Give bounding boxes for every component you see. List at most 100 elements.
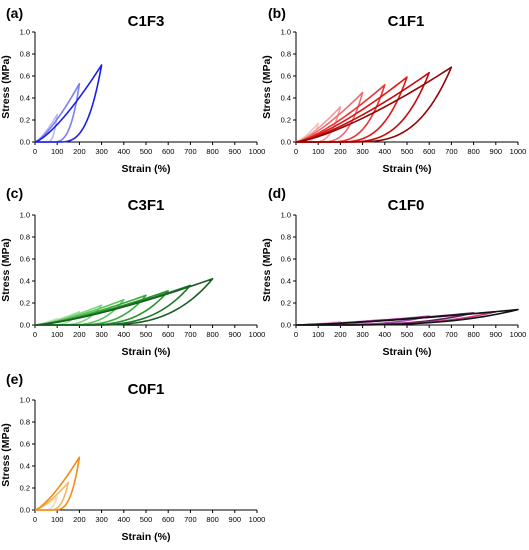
x-tick-label: 700: [184, 147, 197, 156]
x-tick-label: 600: [423, 330, 436, 339]
chart-title: C1F3: [128, 13, 165, 30]
panel-letter: (b): [268, 5, 286, 21]
y-tick-label: 1.0: [281, 28, 291, 37]
y-tick-label: 0.0: [281, 321, 291, 330]
x-tick-label: 400: [118, 515, 131, 524]
x-tick-label: 900: [229, 515, 242, 524]
x-tick-label: 800: [206, 515, 219, 524]
x-tick-label: 1000: [510, 147, 527, 156]
chart-title: C0F1: [128, 381, 165, 398]
hysteresis-loop: [295, 308, 519, 326]
y-tick-label: 0.2: [20, 116, 30, 125]
x-tick-label: 700: [445, 147, 458, 156]
x-tick-label: 800: [206, 147, 219, 156]
y-axis-label: Stress (MPa): [261, 55, 273, 119]
y-tick-label: 1.0: [20, 211, 30, 220]
y-tick-label: 0.6: [20, 72, 30, 81]
x-tick-label: 400: [379, 147, 392, 156]
panel-letter: (e): [6, 371, 23, 387]
y-tick-label: 1.0: [20, 28, 30, 37]
panel-c: (c) C3F1 0.0 0.2 0.4 0.6 0.8 1.0 0 100 200 300 400 50…: [0, 185, 265, 358]
panel-letter: (a): [6, 5, 23, 21]
x-axis-label: Strain (%): [121, 531, 170, 543]
y-tick-label: 0.4: [281, 94, 291, 103]
x-tick-label: 200: [334, 147, 347, 156]
y-tick-label: 0.2: [20, 299, 30, 308]
x-tick-label: 900: [490, 330, 503, 339]
y-tick-label: 1.0: [281, 211, 291, 220]
hysteresis-loop: [34, 278, 214, 326]
y-tick-label: 0.6: [281, 255, 291, 264]
y-axis-label: Stress (MPa): [0, 423, 12, 487]
y-tick-label: 0.8: [20, 233, 30, 242]
y-tick-label: 0.2: [281, 116, 291, 125]
x-tick-label: 100: [51, 147, 64, 156]
y-tick-label: 1.0: [20, 396, 30, 405]
x-tick-label: 500: [140, 515, 153, 524]
hysteresis-loop: [295, 66, 453, 143]
y-tick-label: 0.2: [281, 299, 291, 308]
x-tick-label: 500: [140, 147, 153, 156]
x-tick-label: 700: [445, 330, 458, 339]
x-tick-label: 200: [73, 515, 86, 524]
y-tick-label: 0.2: [20, 484, 30, 493]
x-tick-label: 0: [294, 147, 298, 156]
y-tick-label: 0.0: [20, 506, 30, 515]
x-tick-label: 1000: [249, 515, 266, 524]
x-tick-label: 1000: [249, 147, 266, 156]
hysteresis-loop: [295, 91, 364, 143]
y-tick-label: 0.6: [281, 72, 291, 81]
y-tick-label: 0.8: [20, 418, 30, 427]
x-tick-label: 300: [95, 330, 108, 339]
x-tick-label: 300: [95, 515, 108, 524]
x-tick-label: 400: [118, 147, 131, 156]
x-tick-label: 600: [162, 515, 175, 524]
y-tick-label: 0.4: [20, 277, 30, 286]
hysteresis-loop: [34, 64, 103, 143]
hysteresis-loop: [34, 82, 81, 143]
hysteresis-loop: [295, 71, 430, 143]
hysteresis-loop: [34, 456, 81, 511]
x-tick-label: 500: [401, 147, 414, 156]
y-tick-label: 0.8: [281, 233, 291, 242]
hysteresis-loop: [295, 84, 386, 143]
x-tick-label: 900: [229, 330, 242, 339]
x-tick-label: 0: [33, 515, 37, 524]
x-tick-label: 800: [467, 147, 480, 156]
chart-title: C1F0: [388, 197, 425, 214]
chart-title: C3F1: [128, 197, 165, 214]
y-axis-label: Stress (MPa): [0, 238, 12, 302]
x-axis-label: Strain (%): [121, 163, 170, 175]
x-tick-label: 200: [334, 330, 347, 339]
y-tick-label: 0.4: [20, 462, 30, 471]
y-axis-label: Stress (MPa): [0, 55, 12, 119]
panel-letter: (d): [268, 185, 286, 201]
panel-letter: (c): [6, 185, 23, 201]
x-tick-label: 200: [73, 330, 86, 339]
x-tick-label: 500: [140, 330, 153, 339]
x-axis-label: Strain (%): [382, 163, 431, 175]
x-tick-label: 300: [356, 330, 369, 339]
x-tick-label: 100: [51, 515, 64, 524]
x-tick-label: 300: [356, 147, 369, 156]
x-tick-label: 600: [423, 147, 436, 156]
x-tick-label: 1000: [249, 330, 266, 339]
panel-d: (d) C1F0 0.0 0.2 0.4 0.6 0.8 1.0 0 100 200 300 400 50…: [261, 185, 526, 358]
y-axis-label: Stress (MPa): [261, 238, 273, 302]
x-tick-label: 100: [312, 330, 325, 339]
x-axis-label: Strain (%): [121, 346, 170, 358]
y-tick-label: 0.8: [281, 50, 291, 59]
x-tick-label: 100: [51, 330, 64, 339]
x-tick-label: 600: [162, 147, 175, 156]
x-tick-label: 500: [401, 330, 414, 339]
x-tick-label: 0: [33, 330, 37, 339]
x-tick-label: 600: [162, 330, 175, 339]
x-tick-label: 400: [379, 330, 392, 339]
y-tick-label: 0.0: [281, 138, 291, 147]
x-tick-label: 900: [229, 147, 242, 156]
x-axis-label: Strain (%): [382, 346, 431, 358]
panel-b: (b) C1F1 0.0 0.2 0.4 0.6 0.8 1.0 0 100 200 300 400 50…: [261, 5, 526, 175]
x-tick-label: 800: [467, 330, 480, 339]
x-tick-label: 300: [95, 147, 108, 156]
